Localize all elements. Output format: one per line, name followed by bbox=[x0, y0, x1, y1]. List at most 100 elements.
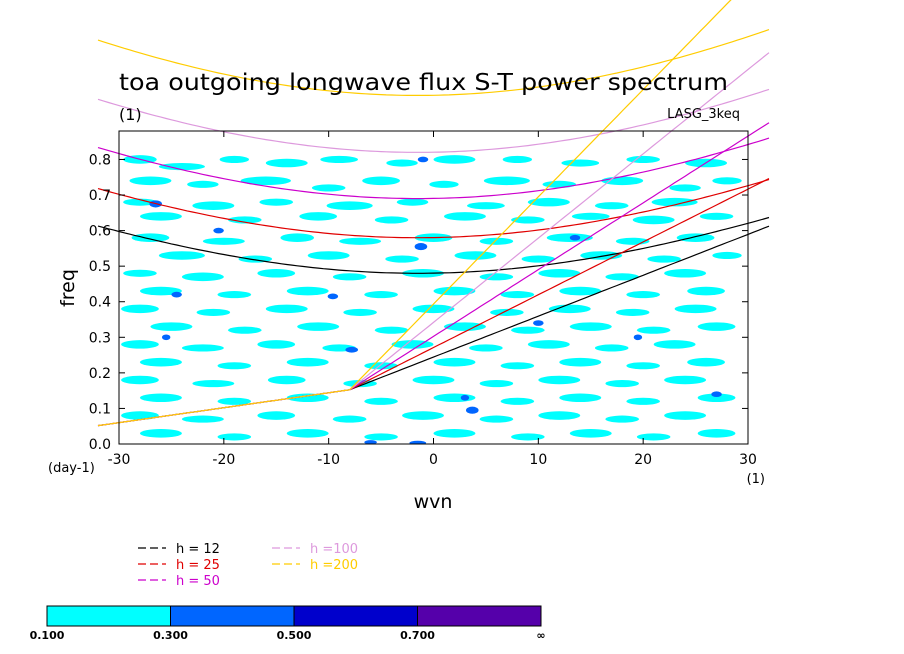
y-tick-label-0: 0.0 bbox=[89, 437, 111, 453]
contour-fill-23 bbox=[192, 201, 235, 210]
contour-fill-136 bbox=[538, 411, 581, 420]
contour-fill-128 bbox=[626, 397, 660, 405]
contour-fill-28 bbox=[527, 197, 570, 207]
contour-fill-16 bbox=[429, 180, 459, 188]
contour-fill-96 bbox=[257, 340, 296, 349]
colorbar-label-4: ∞ bbox=[536, 629, 545, 642]
y-tick-label-5: 0.5 bbox=[89, 259, 111, 275]
y-tick-label-2: 0.2 bbox=[89, 366, 111, 382]
contour-fill-49 bbox=[158, 251, 205, 260]
y-tick-label-1: 0.1 bbox=[89, 401, 111, 417]
contour-fill-75 bbox=[687, 286, 725, 296]
contour-fill-34 bbox=[374, 216, 409, 224]
contour-fill-103 bbox=[139, 357, 182, 367]
contour-fill-163 bbox=[633, 334, 643, 341]
y-axis-label: freq bbox=[57, 269, 79, 307]
contour-fill-151 bbox=[213, 227, 224, 234]
contour-fill-98 bbox=[391, 340, 434, 349]
contour-fill-84 bbox=[674, 304, 717, 314]
curve-upper-3 bbox=[97, 88, 770, 153]
contour-fill-26 bbox=[396, 198, 429, 206]
contour-fill-70 bbox=[364, 291, 398, 299]
contour-fill-110 bbox=[626, 362, 660, 370]
contour-fill-112 bbox=[121, 375, 159, 385]
contour-fill-22 bbox=[123, 198, 157, 206]
contour-fill-52 bbox=[385, 255, 419, 263]
contour-fill-19 bbox=[601, 176, 644, 186]
contour-fill-41 bbox=[202, 237, 245, 245]
contour-fill-105 bbox=[286, 357, 329, 367]
contour-fill-42 bbox=[280, 233, 314, 242]
contour-fill-155 bbox=[465, 406, 479, 414]
contour-fill-12 bbox=[187, 180, 219, 188]
colorbar-swatch-1 bbox=[170, 605, 295, 627]
contour-fill-35 bbox=[443, 212, 486, 221]
contour-fill-141 bbox=[286, 429, 329, 438]
contour-fill-58 bbox=[123, 269, 157, 277]
contour-fill-38 bbox=[632, 215, 675, 225]
contour-fill-113 bbox=[192, 379, 235, 388]
contour-fill-86 bbox=[228, 326, 262, 334]
contour-fill-30 bbox=[651, 197, 698, 207]
contour-fill-69 bbox=[286, 286, 329, 296]
contour-fill-132 bbox=[257, 411, 296, 420]
curve-upper-2 bbox=[97, 137, 770, 200]
contour-fill-93 bbox=[697, 322, 736, 331]
contour-fill-72 bbox=[500, 291, 535, 299]
contour-fill-104 bbox=[217, 362, 252, 370]
contour-fill-100 bbox=[527, 340, 570, 349]
contour-fill-154 bbox=[327, 293, 339, 300]
contour-fill-80 bbox=[412, 304, 455, 314]
contour-fill-77 bbox=[196, 308, 231, 316]
contour-fill-81 bbox=[490, 308, 524, 316]
contour-fill-118 bbox=[538, 375, 581, 385]
colorbar-swatch-3 bbox=[417, 605, 542, 627]
y-tick-label-6: 0.6 bbox=[89, 224, 111, 240]
x-tick-label-6: 30 bbox=[739, 452, 757, 468]
y-tick-label-3: 0.3 bbox=[89, 330, 111, 346]
contour-fill-56 bbox=[647, 255, 681, 263]
contour-fill-21 bbox=[712, 177, 742, 185]
contour-fill-14 bbox=[311, 184, 346, 192]
contour-fill-152 bbox=[171, 291, 182, 298]
contour-fill-153 bbox=[345, 346, 359, 353]
contour-fill-2 bbox=[219, 155, 249, 164]
y-axis-ticks: 0.0 0.1 0.2 0.3 0.4 0.5 0.6 0.7 0.8 bbox=[89, 152, 748, 453]
contour-fill-114 bbox=[267, 375, 306, 385]
contour-fill-122 bbox=[217, 397, 252, 405]
curve-lower-4 bbox=[97, 0, 732, 427]
contour-fill-37 bbox=[571, 212, 610, 220]
colorbar-label-0: 0.100 bbox=[30, 629, 65, 642]
contour-fill-134 bbox=[402, 411, 444, 420]
contour-fill-67 bbox=[139, 286, 182, 296]
x-tick-label-2: -10 bbox=[317, 452, 340, 468]
plot-frame bbox=[118, 130, 749, 445]
contour-fill-123 bbox=[286, 393, 329, 403]
contour-fill-20 bbox=[669, 184, 701, 192]
contour-fill-107 bbox=[433, 357, 476, 367]
contour-fill-11 bbox=[129, 176, 172, 186]
legend-label-1: h = 25 bbox=[176, 558, 220, 573]
contour-fill-126 bbox=[500, 397, 535, 405]
contour-fill-147 bbox=[697, 429, 736, 438]
contour-fill-39 bbox=[699, 212, 734, 220]
colorbar-swatch-0 bbox=[46, 605, 171, 627]
contour-fill-89 bbox=[443, 322, 486, 331]
contour-fill-83 bbox=[615, 308, 650, 316]
curve-lower-1 bbox=[97, 178, 770, 427]
contour-fill-45 bbox=[479, 237, 514, 245]
legend-label-4: h =200 bbox=[310, 558, 358, 573]
contour-fill-92 bbox=[636, 326, 671, 334]
contour-fill-31 bbox=[139, 212, 182, 221]
contour-fill-64 bbox=[538, 269, 581, 278]
contour-fill-60 bbox=[257, 269, 296, 278]
title-units: (1) bbox=[119, 105, 142, 124]
contour-fill-137 bbox=[605, 415, 639, 423]
contour-fill-91 bbox=[569, 322, 612, 331]
contour-fill-25 bbox=[326, 201, 373, 210]
contour-fill-4 bbox=[320, 155, 359, 164]
contour-fill-143 bbox=[433, 429, 476, 438]
x-tick-label-3: 0 bbox=[429, 452, 438, 468]
contour-fill-63 bbox=[479, 273, 514, 281]
